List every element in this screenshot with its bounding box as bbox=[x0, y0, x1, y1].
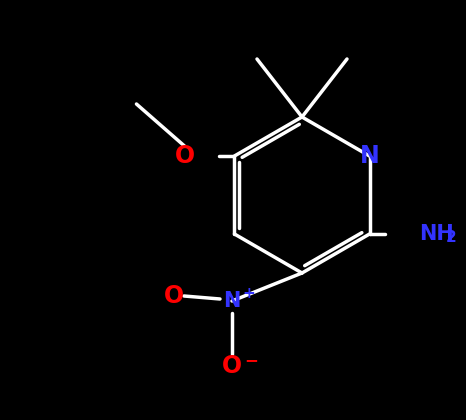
Text: +: + bbox=[242, 286, 255, 302]
Text: N: N bbox=[223, 291, 240, 311]
Text: O: O bbox=[174, 144, 194, 168]
Text: O: O bbox=[164, 284, 184, 308]
Text: −: − bbox=[244, 351, 258, 369]
Text: NH: NH bbox=[419, 224, 454, 244]
Text: 2: 2 bbox=[445, 231, 456, 246]
Text: O: O bbox=[222, 354, 242, 378]
Text: N: N bbox=[360, 144, 379, 168]
